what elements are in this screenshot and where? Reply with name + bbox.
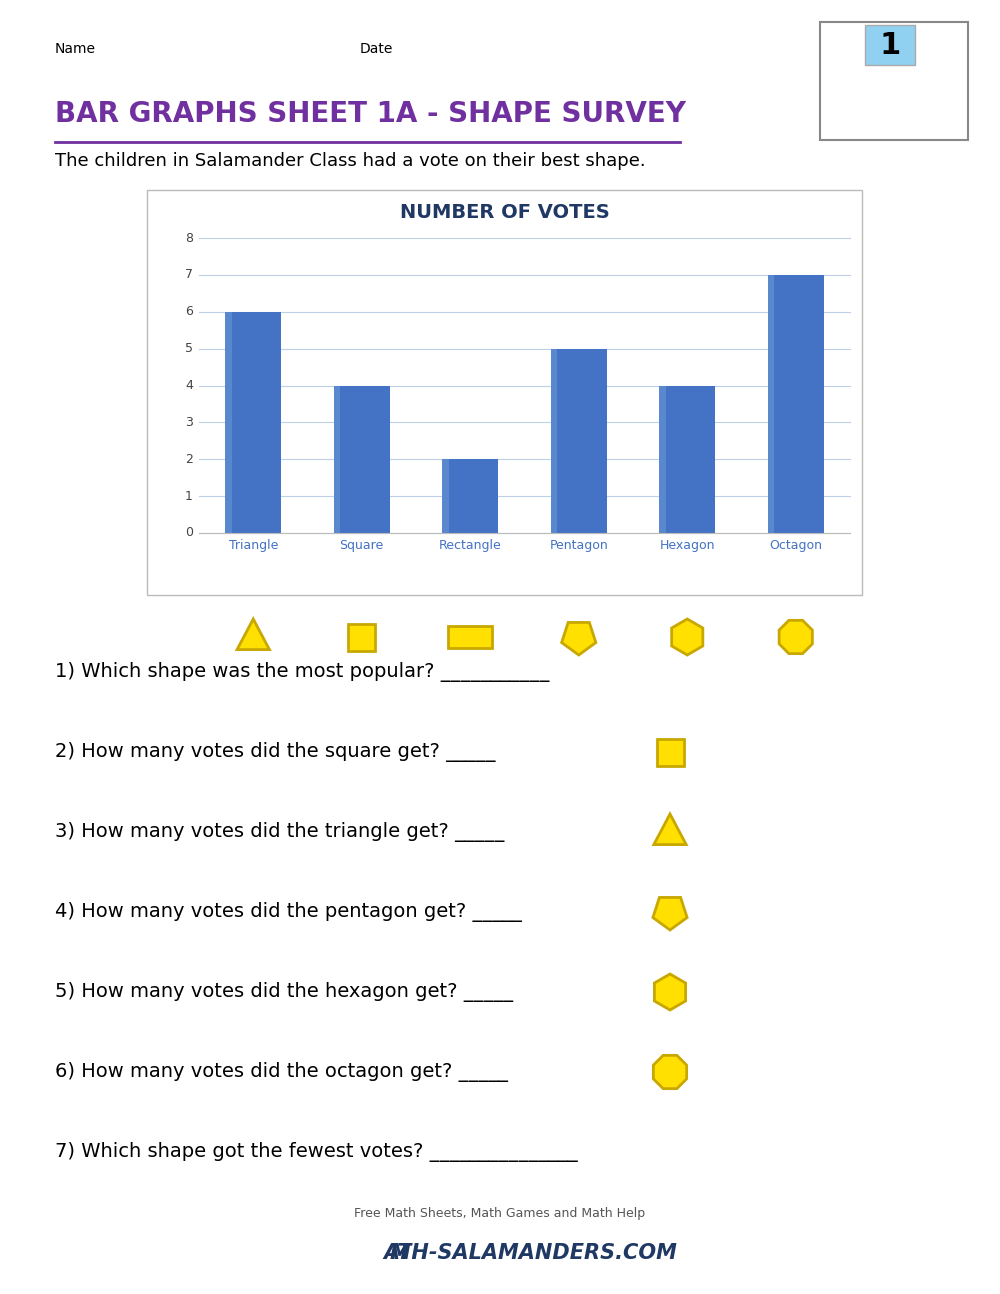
Bar — [551, 348, 557, 533]
Text: 5: 5 — [185, 342, 193, 355]
Bar — [659, 386, 715, 533]
Text: Octagon: Octagon — [769, 540, 822, 553]
Text: 5) How many votes did the hexagon get? _____: 5) How many votes did the hexagon get? _… — [55, 982, 513, 1002]
Text: 1: 1 — [879, 31, 901, 60]
Text: 4: 4 — [185, 379, 193, 392]
Text: ATH-SALAMANDERS.COM: ATH-SALAMANDERS.COM — [383, 1244, 677, 1263]
Text: 6) How many votes did the octagon get? _____: 6) How many votes did the octagon get? _… — [55, 1062, 508, 1082]
Bar — [147, 190, 862, 595]
Text: 3: 3 — [185, 415, 193, 428]
Bar — [865, 25, 915, 65]
Bar — [656, 739, 684, 766]
Text: NUMBER OF VOTES: NUMBER OF VOTES — [400, 202, 609, 221]
Polygon shape — [562, 622, 596, 655]
Bar — [348, 624, 375, 651]
Text: Name: Name — [55, 41, 96, 56]
Text: 8: 8 — [185, 232, 193, 245]
Text: Free Math Sheets, Math Games and Math Help: Free Math Sheets, Math Games and Math He… — [354, 1206, 646, 1219]
Bar — [768, 274, 824, 533]
Polygon shape — [654, 814, 686, 845]
Bar — [448, 626, 492, 648]
Bar — [442, 459, 449, 533]
Bar — [768, 274, 774, 533]
Polygon shape — [654, 974, 686, 1011]
Polygon shape — [237, 619, 269, 650]
Text: Date: Date — [360, 41, 393, 56]
Text: 0: 0 — [185, 527, 193, 540]
Bar — [551, 348, 607, 533]
Text: Pentagon: Pentagon — [549, 540, 608, 553]
Bar — [334, 386, 390, 533]
Text: 2: 2 — [185, 453, 193, 466]
Text: 4) How many votes did the pentagon get? _____: 4) How many votes did the pentagon get? … — [55, 902, 522, 923]
Bar — [334, 386, 340, 533]
Bar — [659, 386, 666, 533]
Text: The children in Salamander Class had a vote on their best shape.: The children in Salamander Class had a v… — [55, 151, 646, 170]
Bar — [225, 312, 232, 533]
Text: 7) Which shape got the fewest votes? _______________: 7) Which shape got the fewest votes? ___… — [55, 1143, 578, 1162]
Bar — [225, 312, 281, 533]
Text: Rectangle: Rectangle — [439, 540, 502, 553]
Text: M: M — [390, 1244, 410, 1263]
Text: 1: 1 — [185, 489, 193, 502]
Bar — [442, 459, 498, 533]
Text: Hexagon: Hexagon — [660, 540, 715, 553]
Text: 3) How many votes did the triangle get? _____: 3) How many votes did the triangle get? … — [55, 822, 504, 842]
Polygon shape — [653, 1056, 687, 1088]
Text: 7: 7 — [185, 268, 193, 281]
Polygon shape — [672, 619, 703, 655]
Polygon shape — [779, 620, 812, 653]
Polygon shape — [653, 898, 687, 930]
Bar — [820, 22, 968, 140]
Text: Triangle: Triangle — [229, 540, 278, 553]
Text: BAR GRAPHS SHEET 1A - SHAPE SURVEY: BAR GRAPHS SHEET 1A - SHAPE SURVEY — [55, 100, 686, 128]
Text: 1) Which shape was the most popular? ___________: 1) Which shape was the most popular? ___… — [55, 663, 549, 682]
Text: 2) How many votes did the square get? _____: 2) How many votes did the square get? __… — [55, 741, 496, 762]
Text: 6: 6 — [185, 305, 193, 318]
Text: Square: Square — [340, 540, 384, 553]
